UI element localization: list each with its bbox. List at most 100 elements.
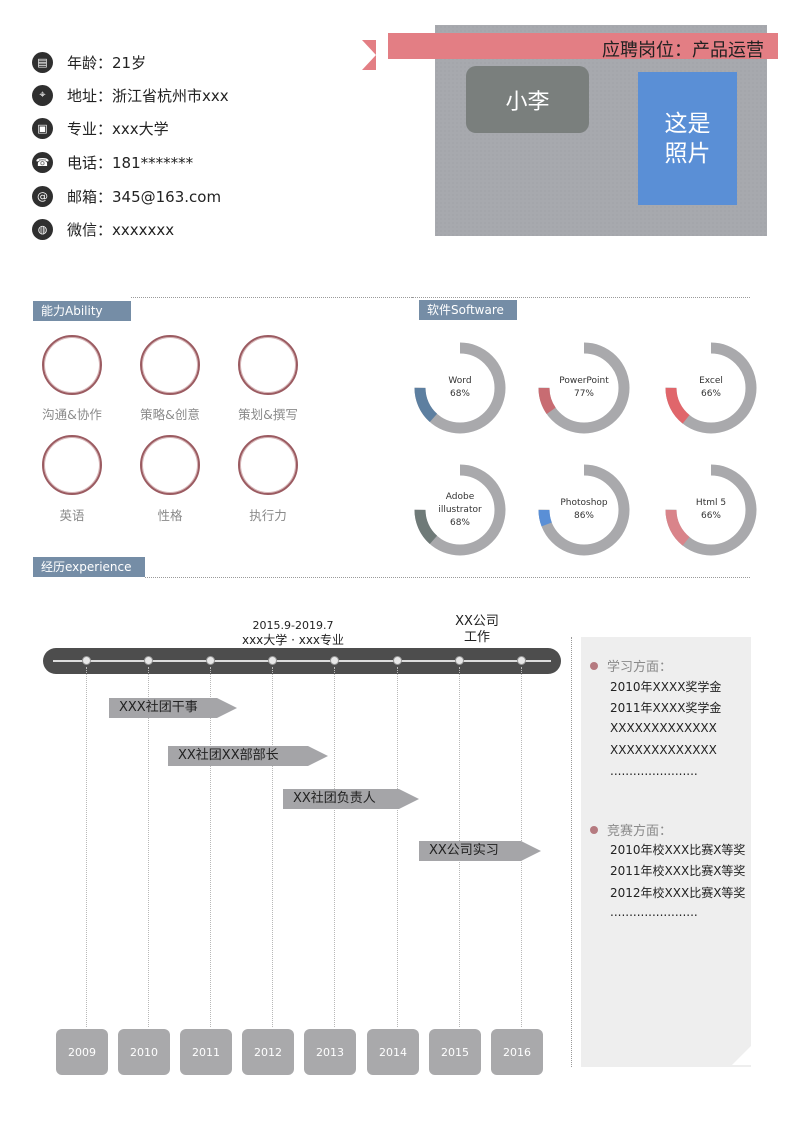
timeline-node bbox=[455, 656, 464, 665]
contest-heading: 竞赛方面： bbox=[590, 820, 672, 839]
location-pin-icon: ⌖ bbox=[32, 84, 53, 106]
contest-item: 2010年校XXX比赛X等奖 bbox=[610, 843, 746, 857]
study-item: 2010年XXXX奖学金 bbox=[610, 680, 722, 694]
timeline-gridline bbox=[334, 667, 335, 1027]
software-name: Word bbox=[448, 376, 472, 386]
event-arrow: XX社团负责人 bbox=[283, 789, 419, 809]
contact-wechat-text: 微信：xxxxxxx bbox=[67, 220, 175, 239]
bullet-icon bbox=[590, 825, 598, 834]
candidate-name: 小李 bbox=[466, 66, 589, 133]
ability-ring bbox=[42, 435, 102, 495]
software-percent: 66% bbox=[700, 511, 721, 521]
year-box: 2015 bbox=[429, 1029, 481, 1075]
wechat-icon: ◍ bbox=[32, 218, 53, 240]
timeline-company: XX公司 bbox=[455, 614, 499, 629]
ability-label: 执行力 bbox=[249, 508, 287, 523]
ability-label: 英语 bbox=[59, 508, 85, 523]
ability-label: 沟通&协作 bbox=[42, 407, 102, 422]
software-label: Photoshop 86% bbox=[536, 497, 632, 523]
timeline-date: 2015.9-2019.7 bbox=[252, 619, 334, 632]
event-label: XX社团XX部部长 bbox=[168, 746, 308, 766]
software-name: Html 5 bbox=[695, 498, 727, 508]
study-item: 2011年XXXX奖学金 bbox=[610, 701, 722, 715]
year-box: 2013 bbox=[304, 1029, 356, 1075]
divider bbox=[412, 297, 750, 298]
section-experience-header: 经历experience bbox=[33, 557, 145, 577]
timeline-label-university: 2015.9-2019.7 xxx大学 · xxx专业 bbox=[218, 619, 368, 647]
contact-wechat: ◍ 微信：xxxxxxx bbox=[32, 216, 174, 242]
timeline-node bbox=[144, 656, 153, 665]
ability-ring bbox=[140, 335, 200, 395]
awards-panel bbox=[581, 637, 751, 1067]
section-ability-header: 能力Ability bbox=[33, 301, 131, 321]
timeline-node bbox=[330, 656, 339, 665]
contest-title: 竞赛方面： bbox=[607, 824, 673, 839]
software-name: Adobe illustrator bbox=[438, 491, 482, 515]
software-percent: 68% bbox=[449, 517, 470, 528]
software-donut bbox=[538, 342, 630, 434]
software-donut bbox=[538, 464, 630, 556]
software-percent: 86% bbox=[573, 511, 594, 521]
timeline-node bbox=[206, 656, 215, 665]
photo-placeholder[interactable]: 这是照片 bbox=[638, 72, 737, 205]
arrow-tip-icon bbox=[217, 698, 237, 718]
timeline-gridline bbox=[148, 667, 149, 1027]
event-label: XX公司实习 bbox=[419, 841, 521, 861]
timeline-gridline bbox=[86, 667, 87, 1027]
contact-major-text: 专业：xxx大学 bbox=[67, 119, 169, 138]
contact-email: @ 邮箱：345@163.com bbox=[32, 183, 221, 209]
contest-item: ....................... bbox=[610, 905, 698, 919]
contact-major: ▣ 专业：xxx大学 bbox=[32, 115, 169, 141]
timeline-node bbox=[517, 656, 526, 665]
position-title: 应聘岗位：产品运营 bbox=[602, 40, 764, 61]
timeline-company-text: 工作 bbox=[463, 630, 490, 645]
ability-ring bbox=[238, 335, 298, 395]
event-arrow: XX公司实习 bbox=[419, 841, 541, 861]
software-percent: 68% bbox=[449, 389, 470, 399]
contact-address: ⌖ 地址：浙江省杭州市xxx bbox=[32, 82, 229, 108]
timeline-gridline bbox=[397, 667, 398, 1027]
contest-item: 2011年校XXX比赛X等奖 bbox=[610, 864, 746, 878]
donut-value-arc bbox=[414, 464, 506, 556]
software-percent: 66% bbox=[700, 389, 721, 399]
contact-age-text: 年龄：21岁 bbox=[67, 53, 147, 72]
event-arrow: XXX社团干事 bbox=[109, 698, 237, 718]
position-ribbon bbox=[388, 33, 778, 59]
event-label: XX社团负责人 bbox=[283, 789, 399, 809]
year-box: 2010 bbox=[118, 1029, 170, 1075]
section-software-header: 软件Software bbox=[419, 300, 517, 320]
timeline-track bbox=[53, 660, 551, 662]
arrow-tip-icon bbox=[399, 789, 419, 809]
software-label: Word 68% bbox=[412, 375, 508, 401]
software-label: PowerPoint 77% bbox=[536, 375, 632, 401]
ability-label: 性格 bbox=[157, 508, 183, 523]
contact-age: ▤ 年龄：21岁 bbox=[32, 49, 146, 75]
contact-phone-text: 电话：181******* bbox=[67, 153, 194, 172]
timeline-university-text: xxx大学 · xxx专业 bbox=[241, 633, 345, 647]
study-title: 学习方面： bbox=[607, 660, 673, 675]
donut-value-arc bbox=[538, 464, 630, 556]
timeline-label-company: XX公司 工作 bbox=[437, 614, 517, 646]
software-donut bbox=[414, 342, 506, 434]
arrow-tip-icon bbox=[521, 841, 541, 861]
ability-ring bbox=[42, 335, 102, 395]
ribbon-fold bbox=[362, 40, 376, 70]
ability-ring bbox=[140, 435, 200, 495]
year-box: 2009 bbox=[56, 1029, 108, 1075]
arrow-tip-icon bbox=[308, 746, 328, 766]
ability-label: 策略&创意 bbox=[140, 407, 200, 422]
software-name: Excel bbox=[699, 376, 723, 386]
study-item: XXXXXXXXXXXXX bbox=[610, 743, 717, 757]
timeline-gridline bbox=[210, 667, 211, 1027]
study-item: ....................... bbox=[610, 764, 698, 778]
software-donut bbox=[414, 464, 506, 556]
software-name: PowerPoint bbox=[559, 376, 609, 386]
software-donut bbox=[665, 464, 757, 556]
event-label: XXX社团干事 bbox=[109, 698, 217, 718]
year-box: 2014 bbox=[367, 1029, 419, 1075]
divider bbox=[145, 577, 750, 578]
contest-item: 2012年校XXX比赛X等奖 bbox=[610, 886, 746, 900]
study-item: XXXXXXXXXXXXX bbox=[610, 721, 717, 735]
contact-address-text: 地址：浙江省杭州市xxx bbox=[67, 86, 229, 105]
study-heading: 学习方面： bbox=[590, 656, 672, 675]
